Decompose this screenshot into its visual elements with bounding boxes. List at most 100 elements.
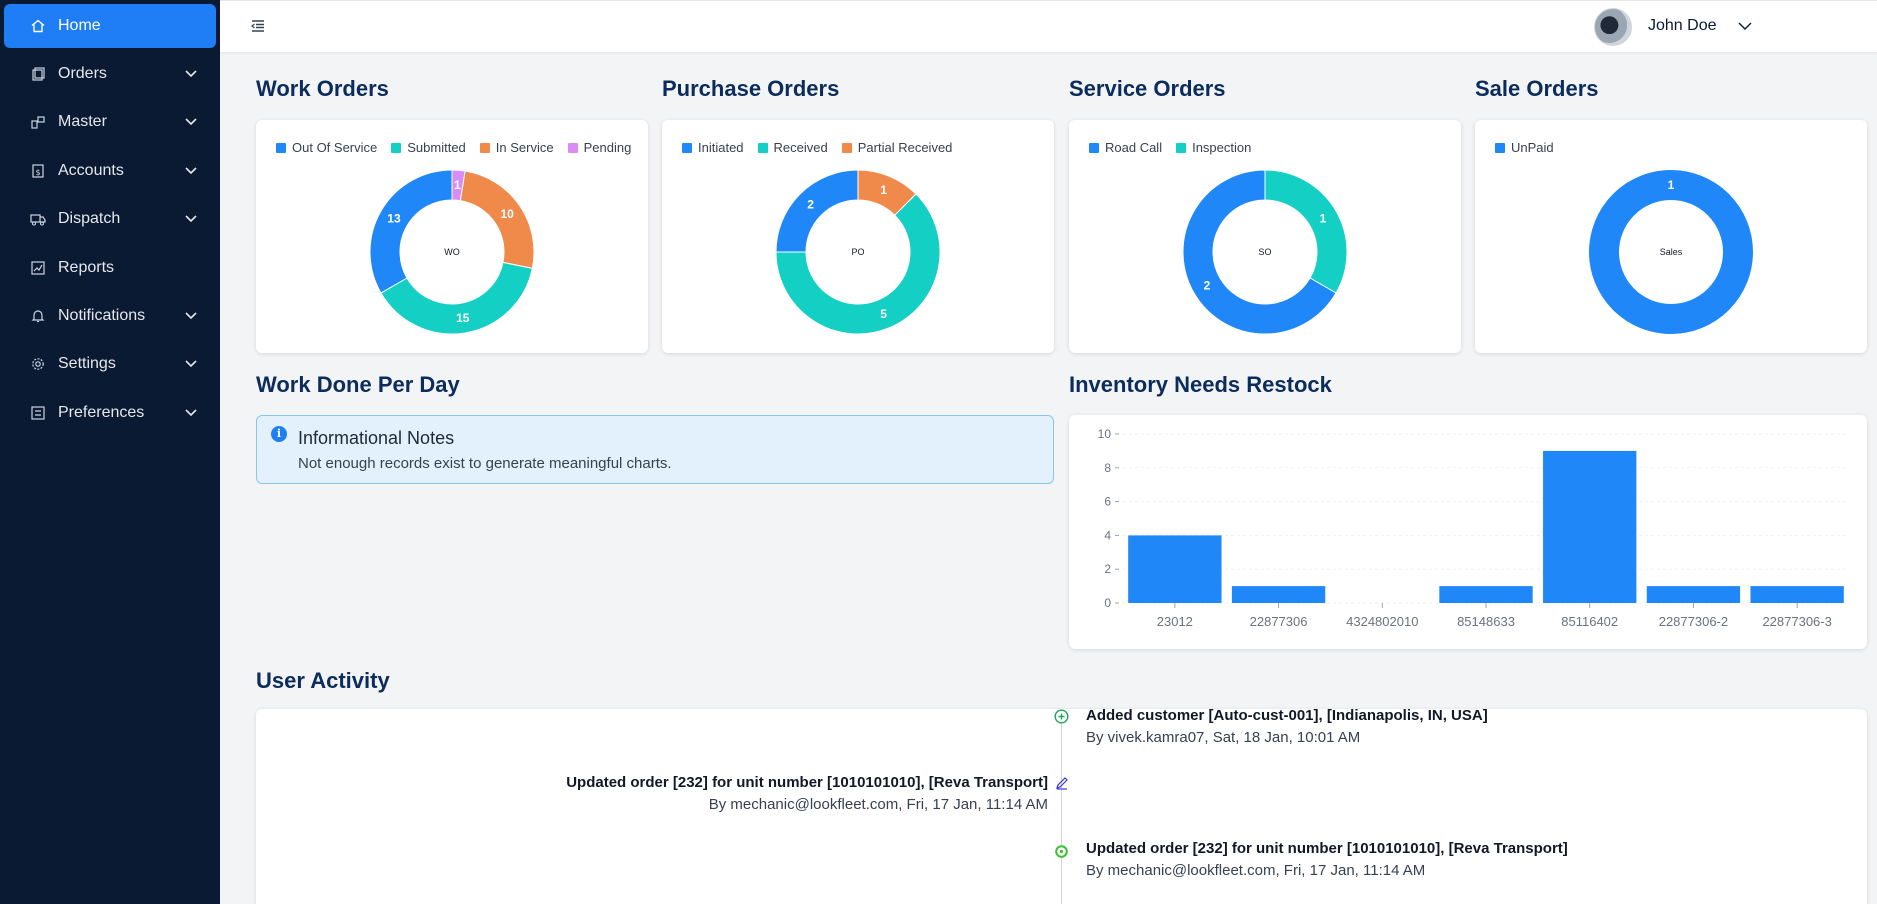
x-tick-label: 4324802010 bbox=[1346, 614, 1418, 629]
slice-value-label: 13 bbox=[387, 212, 401, 226]
timeline-line bbox=[1061, 710, 1062, 904]
y-tick-label: 8 bbox=[1104, 461, 1111, 475]
sidebar-item-reports[interactable]: Reports bbox=[4, 246, 216, 290]
slice-value-label: 1 bbox=[1320, 212, 1327, 226]
chart-legend: Initiated Received Partial Received bbox=[682, 140, 952, 155]
inventory-title: Inventory Needs Restock bbox=[1069, 372, 1332, 397]
sidebar-item-label: Master bbox=[58, 113, 107, 130]
bar-22877306[interactable] bbox=[1231, 586, 1326, 603]
slice-out-of-service[interactable] bbox=[369, 169, 453, 294]
slice-value-label: 10 bbox=[500, 207, 514, 221]
home-icon bbox=[30, 18, 46, 34]
legend-item-partial-received[interactable]: Partial Received bbox=[841, 140, 952, 155]
slice-inspection[interactable] bbox=[1264, 169, 1348, 294]
activity-title: Updated order [232] for unit number [101… bbox=[566, 774, 1048, 791]
donut-center-label: WO bbox=[444, 247, 460, 257]
purchase-orders-chart-card: Initiated Received Partial Received 1 5 2 PO bbox=[662, 120, 1054, 353]
donut-center-label: SO bbox=[1258, 247, 1271, 257]
bar-85148633[interactable] bbox=[1439, 586, 1533, 603]
chevron-down-icon bbox=[184, 115, 198, 129]
y-tick-label: 0 bbox=[1104, 596, 1111, 610]
work-orders-title: Work Orders bbox=[256, 76, 389, 101]
purchase-orders-donut: 1 5 2 PO bbox=[775, 169, 941, 335]
legend-item-initiated[interactable]: Initiated bbox=[682, 140, 744, 155]
slice-initiated[interactable] bbox=[775, 169, 859, 253]
sidebar-item-accounts[interactable]: $ Accounts bbox=[4, 149, 216, 193]
truck-icon bbox=[30, 211, 46, 227]
bell-icon bbox=[30, 308, 46, 324]
legend-swatch bbox=[757, 142, 768, 153]
x-tick-label: 22877306-2 bbox=[1659, 614, 1728, 629]
chevron-down-icon bbox=[184, 406, 198, 420]
legend-item-road-call[interactable]: Road Call bbox=[1089, 140, 1162, 155]
sidebar-item-orders[interactable]: Orders bbox=[4, 52, 216, 96]
sidebar-item-notifications[interactable]: Notifications bbox=[4, 294, 216, 338]
add-circle-icon bbox=[1054, 709, 1069, 724]
bar-85116402[interactable] bbox=[1543, 450, 1637, 603]
sidebar-item-dispatch[interactable]: Dispatch bbox=[4, 197, 216, 241]
slice-value-label: 5 bbox=[880, 307, 887, 321]
chevron-down-icon[interactable] bbox=[1738, 18, 1752, 32]
info-icon: i bbox=[271, 426, 287, 442]
sidebar-item-home[interactable]: Home bbox=[4, 4, 216, 48]
chevron-down-icon bbox=[184, 212, 198, 226]
top-bar: John Doe bbox=[220, 0, 1877, 52]
slice-value-label: 2 bbox=[807, 198, 814, 212]
legend-label: In Service bbox=[495, 140, 554, 155]
y-tick-label: 2 bbox=[1104, 562, 1111, 576]
legend-label: Inspection bbox=[1192, 140, 1252, 155]
master-icon bbox=[30, 114, 46, 130]
user-name[interactable]: John Doe bbox=[1648, 17, 1717, 34]
sidebar-item-label: Reports bbox=[58, 259, 115, 276]
legend-swatch bbox=[567, 142, 578, 153]
chevron-down-icon bbox=[184, 67, 198, 81]
slice-value-label: 1 bbox=[454, 178, 461, 192]
legend-item-unpaid[interactable]: UnPaid bbox=[1495, 140, 1554, 155]
activity-meta: By mechanic@lookfleet.com, Fri, 17 Jan, … bbox=[708, 796, 1048, 813]
slice-unpaid[interactable] bbox=[1589, 170, 1753, 334]
svg-text:$: $ bbox=[35, 168, 40, 177]
chart-legend: UnPaid bbox=[1495, 140, 1554, 155]
bar-22877306-3[interactable] bbox=[1750, 586, 1844, 603]
x-tick-label: 85148633 bbox=[1457, 614, 1515, 629]
activity-meta: By mechanic@lookfleet.com, Fri, 17 Jan, … bbox=[1086, 862, 1426, 879]
bar-23012[interactable] bbox=[1128, 535, 1222, 603]
user-activity-title: User Activity bbox=[256, 668, 390, 693]
work-orders-donut: 1 10 15 13 WO bbox=[369, 169, 535, 335]
sidebar-item-label: Notifications bbox=[58, 307, 146, 324]
edit-icon[interactable] bbox=[1055, 776, 1069, 790]
legend-item-pending[interactable]: Pending bbox=[567, 140, 632, 155]
legend-swatch bbox=[1089, 142, 1099, 153]
legend-label: Pending bbox=[583, 140, 632, 155]
legend-item-in-service[interactable]: In Service bbox=[479, 140, 554, 155]
service-orders-chart-card: Road Call Inspection 1 2 SO bbox=[1069, 120, 1461, 353]
sidebar-item-label: Orders bbox=[58, 65, 107, 82]
chevron-down-icon bbox=[184, 357, 198, 371]
legend-label: Road Call bbox=[1105, 140, 1163, 155]
preferences-icon bbox=[30, 405, 46, 421]
legend-item-submitted[interactable]: Submitted bbox=[391, 140, 466, 155]
sidebar-item-settings[interactable]: Settings bbox=[4, 342, 216, 386]
info-body: Not enough records exist to generate mea… bbox=[298, 455, 672, 472]
chart-icon bbox=[30, 260, 46, 276]
slice-received[interactable] bbox=[775, 193, 941, 335]
menu-toggle-icon[interactable] bbox=[250, 18, 268, 36]
legend-item-out-of-service[interactable]: Out Of Service bbox=[276, 140, 377, 155]
sidebar-item-master[interactable]: Master bbox=[4, 100, 216, 144]
slice-road-call[interactable] bbox=[1182, 169, 1337, 335]
inventory-chart-card: 0 2 4 6 8 10 23012 22877306 4324802010 85148633 85… bbox=[1069, 415, 1867, 649]
legend-label: Submitted bbox=[407, 140, 466, 155]
x-tick-label: 23012 bbox=[1157, 614, 1193, 629]
bar-22877306-2[interactable] bbox=[1646, 586, 1741, 603]
slice-in-service[interactable] bbox=[459, 170, 535, 269]
work-orders-chart-card: Out Of Service Submitted In Service Pending… bbox=[256, 120, 648, 353]
slice-value-label: 15 bbox=[456, 311, 470, 325]
sidebar-item-preferences[interactable]: Preferences bbox=[4, 391, 216, 435]
donut-center-label: Sales bbox=[1660, 247, 1683, 257]
slice-value-label: 1 bbox=[1668, 178, 1675, 192]
dot-circle-icon bbox=[1055, 845, 1068, 858]
legend-item-inspection[interactable]: Inspection bbox=[1176, 140, 1251, 155]
legend-item-received[interactable]: Received bbox=[757, 140, 828, 155]
avatar[interactable] bbox=[1594, 8, 1632, 46]
slice-submitted[interactable] bbox=[380, 261, 533, 335]
